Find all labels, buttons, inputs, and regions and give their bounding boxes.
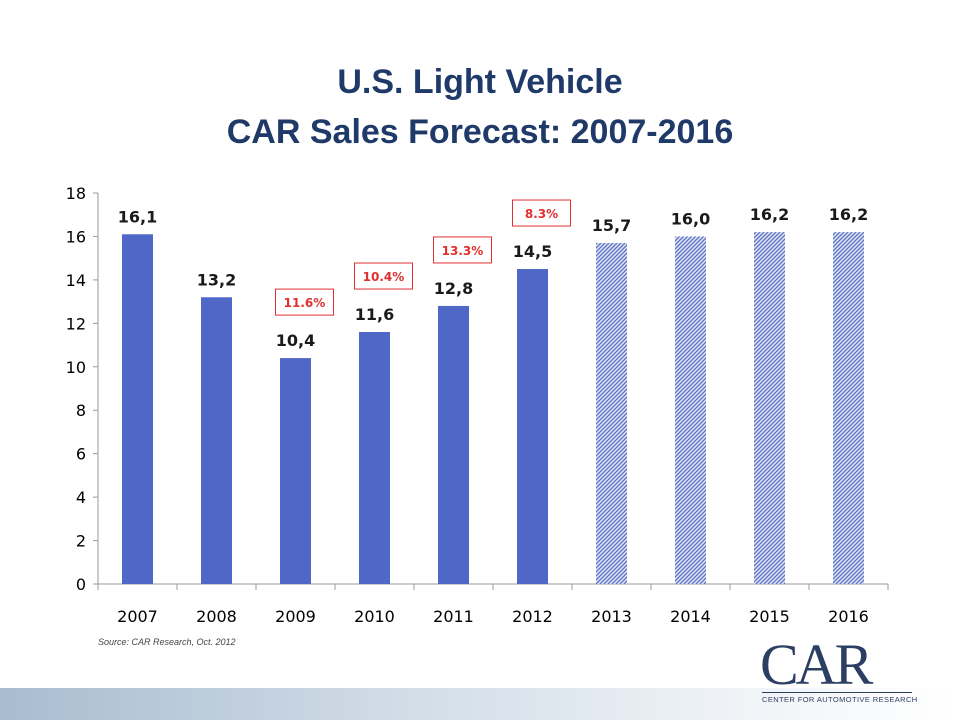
x-tick-label: 2015 (749, 607, 790, 626)
growth-callout-box (275, 288, 334, 316)
source-note: Source: CAR Research, Oct. 2012 (98, 637, 236, 647)
data-label: 11,6 (355, 305, 394, 324)
forecast-bar (833, 232, 864, 584)
data-label: 13,2 (197, 270, 236, 289)
forecast-bar (675, 236, 706, 584)
y-tick-label: 16 (66, 227, 86, 246)
y-tick-label: 4 (76, 488, 86, 507)
growth-callout-box (512, 199, 571, 227)
x-tick-label: 2011 (433, 607, 474, 626)
growth-callouts: 11.6% 10.4% 13.3% 8.3% (275, 199, 571, 316)
chart-bars (122, 232, 864, 584)
bar (438, 305, 469, 584)
footer-band (0, 688, 960, 720)
y-tick-label: 6 (76, 445, 86, 464)
growth-callout-box (354, 262, 413, 290)
x-tick-label: 2012 (512, 607, 553, 626)
bar (517, 269, 548, 584)
chart-subtitle: CAR Sales Forecast: 2007-2016 (226, 113, 734, 151)
growth-callout: 10.4% (354, 262, 413, 290)
forecast-bar (754, 232, 785, 584)
data-label: 16,2 (829, 205, 868, 224)
data-label: 12,8 (434, 279, 473, 298)
growth-callout-label: 13.3% (442, 244, 484, 258)
growth-callout-label: 10.4% (363, 270, 405, 284)
x-tick-label: 2008 (196, 607, 237, 626)
y-tick-label: 14 (66, 271, 86, 290)
y-tick-label: 10 (66, 358, 86, 377)
bar (280, 358, 311, 584)
y-tick-label: 8 (76, 401, 86, 420)
growth-callout-label: 11.6% (284, 296, 326, 310)
growth-callout-label: 8.3% (525, 207, 558, 221)
x-tick-label: 2016 (828, 607, 869, 626)
chart-axes: 0 2 4 6 8 10 12 14 16 18 2007 2008 2009 2010 2011 2012 2… (66, 184, 889, 626)
x-tick-label: 2007 (117, 607, 158, 626)
y-tick-label: 18 (66, 184, 86, 203)
data-label: 16,2 (750, 205, 789, 224)
bar (201, 297, 232, 584)
car-logo: CAR CENTER FOR AUTOMOTIVE RESEARCH (760, 632, 920, 715)
chart-title: U.S. Light Vehicle (337, 63, 623, 101)
growth-callout: 8.3% (512, 199, 571, 227)
logo-text: CAR (760, 632, 873, 697)
data-label: 15,7 (592, 216, 631, 235)
logo-subtitle: CENTER FOR AUTOMOTIVE RESEARCH (762, 695, 918, 704)
forecast-bar (596, 242, 627, 584)
data-label: 16,0 (671, 209, 710, 228)
y-tick-label: 12 (66, 314, 86, 333)
bar (122, 234, 153, 584)
bar (359, 332, 390, 584)
y-tick-label: 0 (76, 575, 86, 594)
chart-data-labels: 16,1 13,2 10,4 11,6 12,8 14,5 15,7 16,0 16,2 16,2 (118, 205, 868, 350)
data-label: 10,4 (276, 331, 315, 350)
data-label: 14,5 (513, 242, 552, 261)
x-tick-label: 2013 (591, 607, 632, 626)
y-tick-label: 2 (76, 532, 86, 551)
growth-callout-box (433, 236, 492, 264)
x-tick-label: 2014 (670, 607, 711, 626)
growth-callout: 13.3% (433, 236, 492, 264)
x-tick-label: 2010 (354, 607, 395, 626)
x-tick-label: 2009 (275, 607, 316, 626)
data-label: 16,1 (118, 207, 157, 226)
growth-callout: 11.6% (275, 288, 334, 316)
logo-rule (762, 692, 912, 693)
